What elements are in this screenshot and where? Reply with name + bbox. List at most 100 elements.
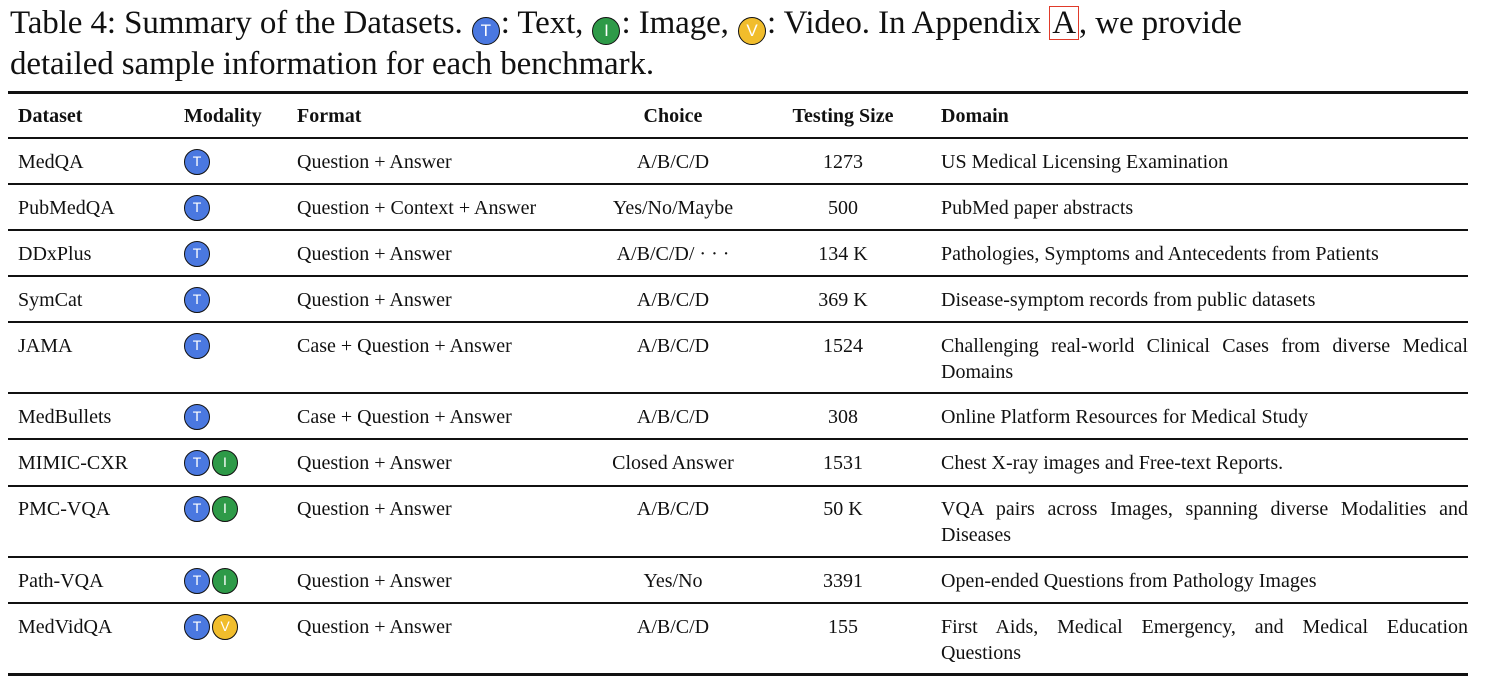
text-modality-icon: T bbox=[184, 496, 210, 522]
testing-size-cell: 1531 bbox=[823, 452, 863, 474]
header-format: Format bbox=[297, 105, 362, 127]
text-modality-icon: T bbox=[184, 241, 210, 267]
dataset-cell: MedVidQA bbox=[18, 616, 113, 638]
choice-cell: Closed Answer bbox=[612, 452, 734, 474]
choice-cell: A/B/C/D bbox=[636, 498, 710, 520]
domain-cell: Open-ended Questions from Pathology Imag… bbox=[941, 570, 1317, 592]
image-modality-icon: I bbox=[212, 568, 238, 594]
row-rule bbox=[8, 485, 1468, 487]
top-rule bbox=[8, 91, 1468, 94]
testing-size-cell: 134 K bbox=[818, 243, 868, 265]
header-modality: Modality bbox=[184, 105, 262, 127]
format-cell: Question + Answer bbox=[297, 452, 452, 474]
text-modality-icon: T bbox=[184, 333, 210, 359]
image-modality-label: : Image, bbox=[621, 5, 729, 41]
header-testing-size: Testing Size bbox=[792, 105, 894, 127]
bottom-rule bbox=[8, 673, 1468, 676]
text-modality-icon: T bbox=[184, 149, 210, 175]
testing-size-cell: 50 K bbox=[823, 498, 863, 520]
row-rule bbox=[8, 275, 1468, 277]
format-cell: Question + Answer bbox=[297, 616, 452, 638]
domain-cell: PubMed paper abstracts bbox=[941, 197, 1134, 219]
header-dataset: Dataset bbox=[18, 105, 83, 127]
modality-cell: T bbox=[184, 404, 210, 430]
choice-cell: A/B/C/D bbox=[636, 406, 710, 428]
image-modality-icon: I bbox=[212, 450, 238, 476]
testing-size-cell: 3391 bbox=[823, 570, 863, 592]
domain-cell: VQA pairs across Images, spanning divers… bbox=[941, 498, 1468, 546]
format-cell: Question + Context + Answer bbox=[297, 197, 537, 219]
dataset-cell: SymCat bbox=[18, 289, 83, 311]
format-cell: Question + Answer bbox=[297, 289, 452, 311]
modality-cell: T bbox=[184, 241, 210, 267]
row-rule bbox=[8, 602, 1468, 604]
format-cell: Case + Question + Answer bbox=[297, 335, 512, 357]
format-cell: Case + Question + Answer bbox=[297, 406, 512, 428]
dataset-cell: MedBullets bbox=[18, 406, 112, 428]
modality-cell: T bbox=[184, 287, 210, 313]
choice-cell: A/B/C/D bbox=[636, 289, 710, 311]
domain-cell: First Aids, Medical Emergency, and Medic… bbox=[941, 616, 1468, 664]
domain-cell: Disease-symptom records from public data… bbox=[941, 289, 1316, 311]
dataset-cell: PMC-VQA bbox=[18, 498, 111, 520]
modality-cell: T bbox=[184, 195, 210, 221]
format-cell: Question + Answer bbox=[297, 498, 452, 520]
modality-cell: T bbox=[184, 149, 210, 175]
row-rule bbox=[8, 556, 1468, 558]
text-modality-icon: T bbox=[184, 195, 210, 221]
testing-size-cell: 1524 bbox=[823, 335, 863, 357]
video-modality-icon: V bbox=[737, 17, 766, 45]
appendix-text-post: , we provide bbox=[1078, 5, 1242, 41]
format-cell: Question + Answer bbox=[297, 243, 452, 265]
choice-cell: Yes/No bbox=[643, 570, 703, 592]
image-modality-icon: I bbox=[212, 496, 238, 522]
appendix-text: In Appendix bbox=[878, 5, 1042, 41]
domain-cell: Challenging real-world Clinical Cases fr… bbox=[941, 335, 1468, 383]
dataset-cell: MIMIC-CXR bbox=[18, 452, 129, 474]
header-rule bbox=[8, 137, 1468, 139]
testing-size-cell: 155 bbox=[828, 616, 858, 638]
text-modality-label: : Text, bbox=[500, 5, 584, 41]
dataset-cell: MedQA bbox=[18, 151, 84, 173]
choice-cell: A/B/C/D bbox=[636, 151, 710, 173]
format-cell: Question + Answer bbox=[297, 570, 452, 592]
caption-prefix: Table 4: Summary of the Datasets. bbox=[10, 5, 463, 41]
text-modality-icon: T bbox=[184, 450, 210, 476]
choice-cell: A/B/C/D/ · · · bbox=[616, 243, 730, 265]
row-rule bbox=[8, 229, 1468, 231]
row-rule bbox=[8, 183, 1468, 185]
dataset-cell: JAMA bbox=[18, 335, 73, 357]
testing-size-cell: 369 K bbox=[818, 289, 868, 311]
dataset-cell: PubMedQA bbox=[18, 197, 115, 219]
header-choice: Choice bbox=[643, 105, 703, 127]
choice-cell: A/B/C/D bbox=[636, 335, 710, 357]
dataset-cell: DDxPlus bbox=[18, 243, 92, 265]
header-domain: Domain bbox=[941, 105, 1009, 127]
video-modality-icon: V bbox=[212, 614, 238, 640]
caption-line-2: detailed sample information for each ben… bbox=[10, 46, 655, 82]
text-modality-icon: T bbox=[184, 614, 210, 640]
domain-cell: US Medical Licensing Examination bbox=[941, 151, 1229, 173]
modality-cell: T bbox=[184, 333, 210, 359]
image-modality-icon: I bbox=[592, 17, 621, 45]
row-rule bbox=[8, 438, 1468, 440]
appendix-reference-link[interactable]: A bbox=[1049, 6, 1079, 40]
domain-cell: Chest X-ray images and Free-text Reports… bbox=[941, 452, 1284, 474]
text-modality-icon: T bbox=[471, 17, 500, 45]
choice-cell: A/B/C/D bbox=[636, 616, 710, 638]
text-modality-icon: T bbox=[184, 287, 210, 313]
video-modality-label: : Video. bbox=[766, 5, 870, 41]
text-modality-icon: T bbox=[184, 404, 210, 430]
domain-cell: Online Platform Resources for Medical St… bbox=[941, 406, 1309, 428]
row-rule bbox=[8, 321, 1468, 323]
testing-size-cell: 1273 bbox=[823, 151, 863, 173]
domain-cell: Pathologies, Symptoms and Antecedents fr… bbox=[941, 243, 1379, 265]
row-rule bbox=[8, 392, 1468, 394]
testing-size-cell: 500 bbox=[828, 197, 858, 219]
text-modality-icon: T bbox=[184, 568, 210, 594]
caption-line-1: Table 4: Summary of the Datasets. T: Tex… bbox=[10, 4, 1488, 45]
testing-size-cell: 308 bbox=[828, 406, 858, 428]
